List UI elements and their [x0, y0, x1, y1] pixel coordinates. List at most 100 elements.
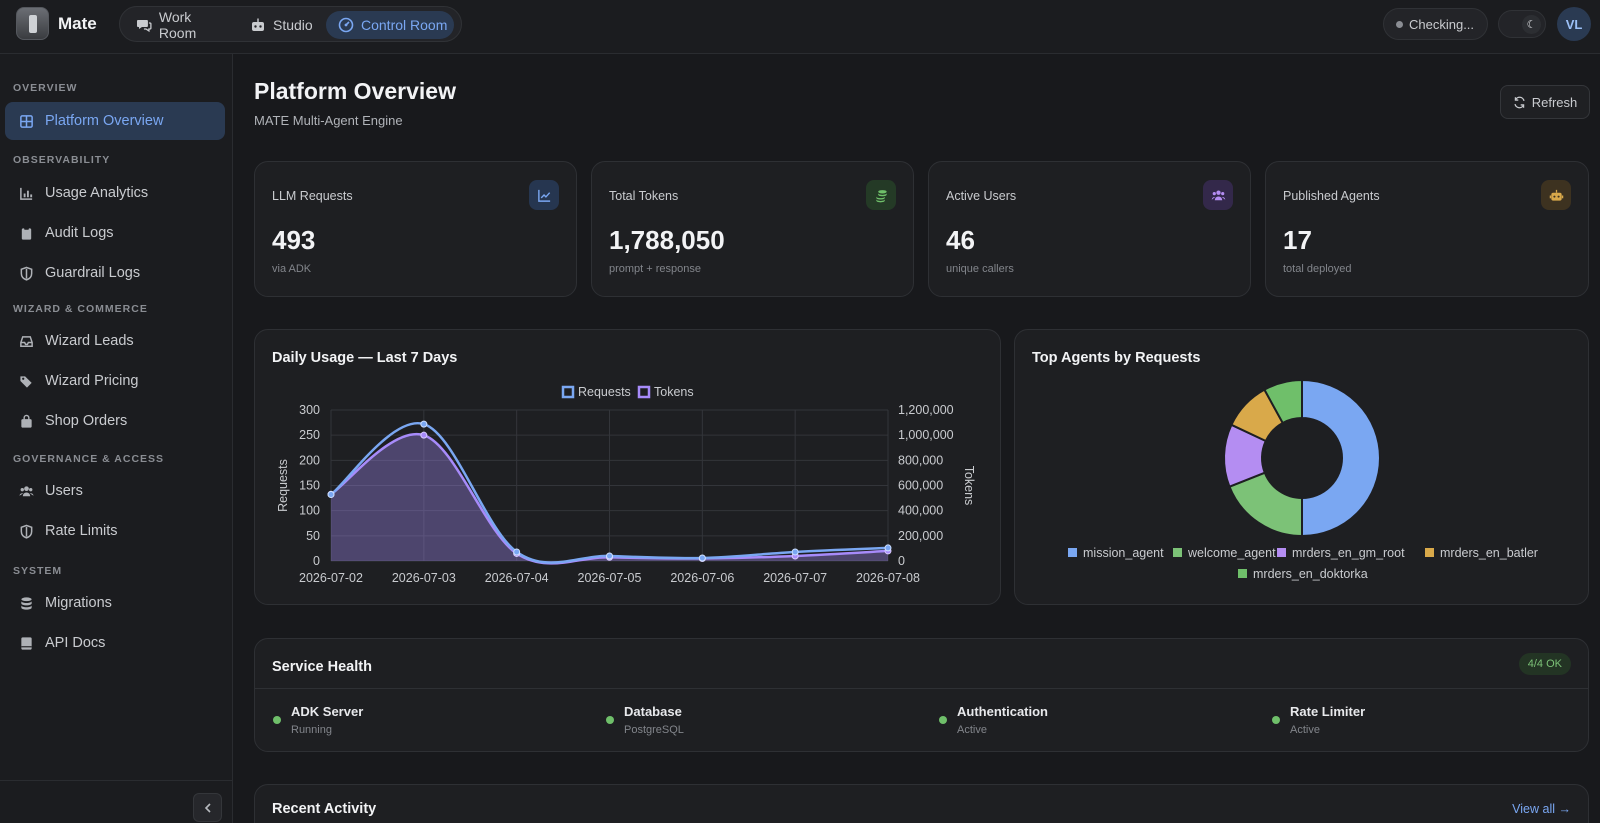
- sidebar-item-shop-orders[interactable]: Shop Orders: [5, 402, 225, 440]
- y2-tick-label: 0: [898, 554, 905, 568]
- legend-label: mission_agent: [1083, 546, 1164, 560]
- sidebar-item-label: Users: [45, 483, 83, 499]
- legend-swatch: [1277, 548, 1286, 557]
- tags-icon: [18, 373, 34, 389]
- x-tick-label: 2026-07-02: [299, 571, 363, 585]
- stat-value: 17: [1283, 225, 1312, 255]
- book-icon: [18, 635, 34, 651]
- tab-work-room-label: Work Room: [158, 9, 197, 41]
- sidebar-item-rate-limits[interactable]: Rate Limits: [5, 512, 225, 550]
- users-icon: [1203, 180, 1233, 210]
- y-tick-label: 100: [299, 504, 320, 518]
- sidebar-item-label: Wizard Leads: [45, 333, 134, 349]
- y-axis-label: Requests: [276, 459, 290, 512]
- top-agents-title: Top Agents by Requests: [1032, 350, 1201, 366]
- shield-icon: [18, 265, 34, 281]
- donut-slice-mrders_en_doktorka: [1263, 378, 1303, 425]
- y-tick-label: 250: [299, 428, 320, 442]
- sidebar-item-label: Migrations: [45, 595, 112, 611]
- coins-icon: [866, 180, 896, 210]
- x-tick-label: 2026-07-04: [485, 571, 549, 585]
- theme-toggle[interactable]: ☾: [1498, 10, 1546, 38]
- inbox-icon: [18, 333, 34, 349]
- sidebar-item-audit-logs[interactable]: Audit Logs: [5, 214, 225, 252]
- top-bar: Mate Work Room Studio Control Room Check…: [0, 0, 1600, 54]
- sidebar-section-wizard-commerce: WIZARD & COMMERCE: [13, 303, 148, 315]
- y2-tick-label: 200,000: [898, 529, 943, 543]
- requests-point: [606, 552, 613, 560]
- grid-icon: [18, 113, 34, 129]
- sidebar-item-guardrail-logs[interactable]: Guardrail Logs: [5, 254, 225, 292]
- connection-status[interactable]: Checking...: [1383, 8, 1488, 40]
- stat-sub: prompt + response: [609, 263, 702, 275]
- clipboard-icon: [18, 225, 34, 241]
- refresh-label: Refresh: [1531, 94, 1578, 110]
- sidebar-section-system: SYSTEM: [13, 565, 63, 577]
- sidebar-item-wizard-pricing[interactable]: Wizard Pricing: [5, 362, 225, 400]
- x-tick-label: 2026-07-06: [670, 571, 734, 585]
- robot-icon: [1541, 180, 1571, 210]
- database-icon: [18, 595, 34, 611]
- service-name: Rate Limiter: [1290, 704, 1366, 719]
- stat-label: Active Users: [946, 189, 1017, 203]
- stat-label: LLM Requests: [272, 189, 353, 203]
- health-summary-badge: 4/4 OK: [1518, 653, 1571, 675]
- app-logo[interactable]: [16, 7, 49, 40]
- service-health-card: Service Health 4/4 OK ADK Server Running…: [254, 638, 1589, 752]
- y-tick-label: 300: [299, 403, 320, 417]
- daily-usage-title: Daily Usage — Last 7 Days: [272, 350, 458, 366]
- sidebar-item-migrations[interactable]: Migrations: [5, 584, 225, 622]
- sidebar-section-observability: OBSERVABILITY: [13, 154, 111, 166]
- stat-label: Total Tokens: [609, 189, 679, 203]
- legend-swatch: [1173, 548, 1182, 557]
- sidebar-item-wizard-leads[interactable]: Wizard Leads: [5, 322, 225, 360]
- x-tick-label: 2026-07-05: [578, 571, 642, 585]
- stat-sub: total deployed: [1283, 263, 1352, 275]
- legend-label: Requests: [578, 385, 631, 399]
- y-tick-label: 200: [299, 453, 320, 467]
- sidebar-item-usage-analytics[interactable]: Usage Analytics: [5, 174, 225, 212]
- sidebar-item-label: Shop Orders: [45, 413, 128, 429]
- y2-tick-label: 600,000: [898, 479, 943, 493]
- y-tick-label: 50: [306, 529, 320, 543]
- tab-studio[interactable]: Studio: [238, 11, 318, 39]
- x-tick-label: 2026-07-08: [856, 571, 920, 585]
- recent-activity-title: Recent Activity: [272, 801, 377, 817]
- legend-swatch: [561, 385, 575, 399]
- top-agents-card: Top Agents by Requests mission_agent welc…: [1014, 329, 1589, 605]
- app-brand[interactable]: Mate: [58, 14, 97, 33]
- stat-card-active-users: Active Users 46 unique callers: [928, 161, 1251, 297]
- status-dot-icon: [273, 716, 281, 724]
- refresh-button[interactable]: Refresh: [1500, 85, 1590, 119]
- tab-control-room-label: Control Room: [361, 17, 448, 33]
- requests-point: [791, 548, 799, 556]
- stat-value: 1,788,050: [609, 225, 725, 255]
- sidebar-item-label: Audit Logs: [45, 225, 114, 241]
- tab-work-room[interactable]: Work Room: [124, 9, 232, 41]
- legend-label: welcome_agent: [1187, 546, 1276, 560]
- daily-usage-card: Daily Usage — Last 7 Days 0 0 50 200,000 100…: [254, 329, 1001, 605]
- stat-card-llm-requests: LLM Requests 493 via ADK: [254, 161, 577, 297]
- sidebar-item-users[interactable]: Users: [5, 472, 225, 510]
- service-health-title: Service Health: [272, 659, 372, 675]
- service-name: Authentication: [957, 704, 1048, 719]
- requests-point: [884, 544, 892, 552]
- user-avatar[interactable]: VL: [1557, 7, 1591, 41]
- service-status: Running: [291, 724, 332, 736]
- chat-icon: [136, 20, 152, 33]
- sidebar-item-api-docs[interactable]: API Docs: [5, 624, 225, 662]
- sidebar-item-platform-overview[interactable]: Platform Overview: [5, 102, 225, 140]
- sidebar-item-label: Platform Overview: [45, 113, 164, 129]
- service-status: Active: [957, 724, 987, 736]
- collapse-sidebar-button[interactable]: [193, 793, 222, 822]
- shield-icon: [18, 523, 34, 539]
- view-all-link[interactable]: View all →: [1512, 802, 1571, 816]
- legend-label: Tokens: [654, 385, 694, 399]
- page-subtitle: MATE Multi-Agent Engine: [254, 113, 403, 128]
- tokens-area: [331, 434, 888, 564]
- status-dot-icon: [939, 716, 947, 724]
- tab-control-room[interactable]: Control Room: [326, 11, 454, 39]
- divider: [255, 688, 1588, 689]
- sidebar-item-label: Rate Limits: [45, 523, 118, 539]
- legend-label: mrders_en_gm_root: [1292, 546, 1405, 560]
